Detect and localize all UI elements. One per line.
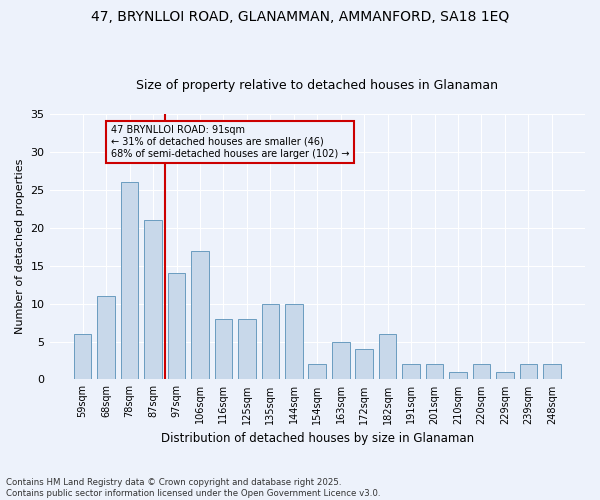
Bar [379,334,397,380]
Bar [144,220,162,380]
Bar [262,304,279,380]
Text: Contains HM Land Registry data © Crown copyright and database right 2025.
Contai: Contains HM Land Registry data © Crown c… [6,478,380,498]
Bar [168,274,185,380]
Y-axis label: Number of detached properties: Number of detached properties [15,159,25,334]
Bar [355,349,373,380]
Bar [308,364,326,380]
Bar [403,364,420,380]
Bar [520,364,537,380]
Text: 47 BRYNLLOI ROAD: 91sqm
← 31% of detached houses are smaller (46)
68% of semi-de: 47 BRYNLLOI ROAD: 91sqm ← 31% of detache… [111,126,349,158]
Bar [238,319,256,380]
X-axis label: Distribution of detached houses by size in Glanaman: Distribution of detached houses by size … [161,432,474,445]
Bar [473,364,490,380]
Bar [449,372,467,380]
Bar [496,372,514,380]
Bar [543,364,560,380]
Bar [97,296,115,380]
Bar [426,364,443,380]
Bar [285,304,302,380]
Bar [121,182,139,380]
Text: 47, BRYNLLOI ROAD, GLANAMMAN, AMMANFORD, SA18 1EQ: 47, BRYNLLOI ROAD, GLANAMMAN, AMMANFORD,… [91,10,509,24]
Bar [74,334,91,380]
Bar [332,342,350,380]
Bar [191,250,209,380]
Title: Size of property relative to detached houses in Glanaman: Size of property relative to detached ho… [136,79,498,92]
Bar [215,319,232,380]
